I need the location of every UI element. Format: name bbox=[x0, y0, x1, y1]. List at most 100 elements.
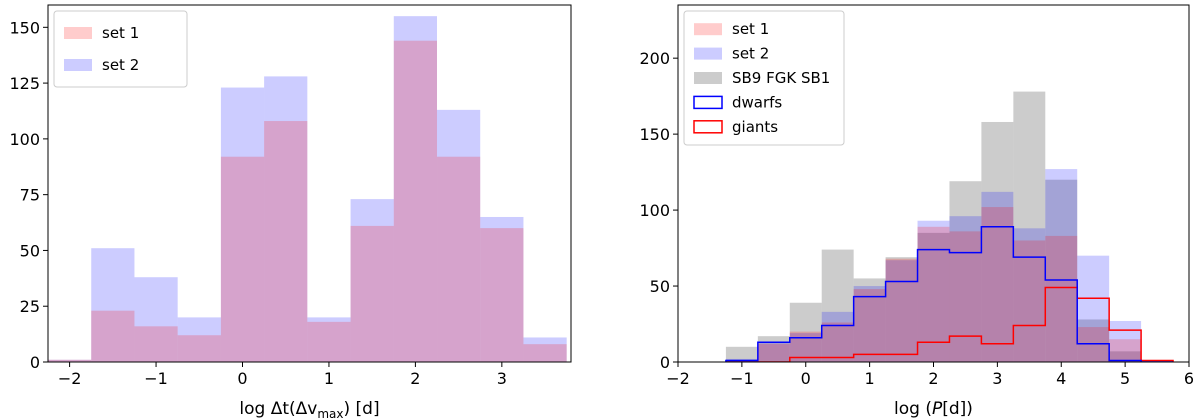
bar-set-2-13 bbox=[1141, 360, 1174, 362]
bar-set-1-1 bbox=[757, 343, 790, 362]
chart-panel-1: −2 −1 0 1 2 3 0 25 50 75 100 125 150 log Δt(Δvmax) [d… bbox=[9, 4, 572, 420]
bar-set-1-1 bbox=[91, 310, 135, 362]
x-tick-label-2: 0 bbox=[237, 369, 247, 388]
bar-set-1-11 bbox=[523, 344, 567, 362]
y-tick-label-3: 150 bbox=[639, 125, 670, 144]
legend-swatch-set-1 bbox=[64, 27, 92, 39]
bar-set-2-4 bbox=[220, 87, 265, 362]
step-line-giants bbox=[725, 286, 1174, 362]
legend-label-dwarfs: dwarfs bbox=[732, 93, 782, 111]
y-tick-label-3: 75 bbox=[20, 186, 40, 205]
legend: set 1 set 2 SB9 FGK SB1 dwarfs giants bbox=[683, 10, 845, 146]
y-tick-label-1: 25 bbox=[20, 297, 40, 316]
x-tick-label-8: 6 bbox=[1184, 369, 1194, 388]
bar-set-1-8 bbox=[981, 207, 1014, 362]
legend-swatch-sb9-fgk-sb1 bbox=[694, 72, 722, 84]
bar-sb9-fgk-sb1-4 bbox=[853, 278, 886, 362]
bar-set-2-1 bbox=[757, 342, 790, 362]
legend: set 1 set 2 bbox=[53, 10, 188, 88]
bar-set-1-4 bbox=[220, 156, 265, 362]
bar-set-2-10 bbox=[480, 216, 524, 362]
bar-set-2-7 bbox=[949, 216, 982, 362]
bar-set-2-2 bbox=[134, 277, 178, 362]
legend-label-set-1: set 1 bbox=[732, 20, 769, 38]
bar-set-1-9 bbox=[437, 156, 481, 362]
bar-set-2-3 bbox=[177, 317, 221, 362]
bar-sb9-fgk-sb1-2 bbox=[789, 302, 822, 362]
bar-set-2-5 bbox=[885, 260, 918, 362]
x-tick-label-4: 2 bbox=[928, 369, 938, 388]
bar-set-1-13 bbox=[1141, 360, 1174, 362]
series-giants bbox=[725, 286, 1174, 362]
legend-swatch-set-2 bbox=[694, 47, 722, 60]
x-tick-label-7: 5 bbox=[1120, 369, 1130, 388]
bar-set-1-12 bbox=[1109, 339, 1142, 362]
bar-set-1-2 bbox=[134, 326, 178, 362]
x-tick-label-0: −2 bbox=[666, 369, 690, 388]
series-set-1 bbox=[48, 40, 567, 362]
bar-set-2-5 bbox=[264, 76, 308, 362]
bar-set-1-9 bbox=[1013, 240, 1046, 362]
bar-set-2-6 bbox=[307, 317, 351, 362]
bar-set-2-8 bbox=[393, 16, 438, 362]
legend-swatch-dwarfs bbox=[693, 95, 723, 110]
x-tick-label-6: 4 bbox=[1056, 369, 1066, 388]
x-tick-label-1: −1 bbox=[730, 369, 754, 388]
series-sb9-fgk-sb1 bbox=[725, 91, 1142, 362]
legend-box bbox=[683, 10, 845, 146]
x-tick-label-2: 0 bbox=[801, 369, 811, 388]
bar-set-1-5 bbox=[264, 121, 308, 362]
bar-set-2-6 bbox=[917, 220, 950, 362]
bar-set-2-4 bbox=[853, 286, 886, 362]
bar-set-2-8 bbox=[981, 191, 1014, 362]
x-tick-label-0: −2 bbox=[58, 369, 82, 388]
bar-sb9-fgk-sb1-0 bbox=[725, 346, 758, 362]
bar-sb9-fgk-sb1-8 bbox=[981, 121, 1014, 362]
legend-label-set-2: set 2 bbox=[732, 45, 769, 63]
series-set-2 bbox=[725, 169, 1174, 362]
bar-set-1-6 bbox=[307, 321, 351, 362]
axes-frame bbox=[47, 4, 572, 363]
x-axis-label: log (P[d]) bbox=[894, 399, 973, 419]
bar-set-1-0 bbox=[48, 359, 92, 362]
bar-sb9-fgk-sb1-3 bbox=[821, 249, 854, 362]
bar-set-1-7 bbox=[949, 231, 982, 362]
y-tick-label-0: 0 bbox=[30, 353, 40, 372]
y-tick-label-2: 50 bbox=[20, 241, 40, 260]
bar-set-1-4 bbox=[853, 289, 886, 362]
bar-sb9-fgk-sb1-12 bbox=[1109, 351, 1142, 362]
y-tick-label-6: 150 bbox=[9, 18, 40, 37]
bar-sb9-fgk-sb1-5 bbox=[885, 257, 918, 362]
bar-set-1-3 bbox=[177, 335, 221, 362]
x-tick-label-5: 3 bbox=[497, 369, 507, 388]
y-tick-label-1: 50 bbox=[650, 277, 670, 296]
bar-set-1-7 bbox=[350, 225, 394, 362]
legend-label-giants: giants bbox=[732, 118, 778, 136]
y-tick-label-2: 100 bbox=[639, 201, 670, 220]
step-line-dwarfs bbox=[725, 226, 1174, 362]
bar-set-2-9 bbox=[437, 109, 481, 362]
bar-set-2-10 bbox=[1045, 169, 1078, 362]
bar-sb9-fgk-sb1-7 bbox=[949, 181, 982, 362]
y-tick-label-5: 125 bbox=[9, 74, 40, 93]
bar-set-2-12 bbox=[1109, 320, 1142, 362]
bar-sb9-fgk-sb1-6 bbox=[917, 232, 950, 362]
x-tick-label-1: −1 bbox=[144, 369, 168, 388]
x-tick-label-3: 1 bbox=[865, 369, 875, 388]
bar-sb9-fgk-sb1-11 bbox=[1077, 319, 1110, 362]
legend-box bbox=[53, 10, 188, 88]
x-tick-label-4: 2 bbox=[410, 369, 420, 388]
bar-set-2-11 bbox=[523, 337, 567, 362]
legend-label-set-2: set 2 bbox=[102, 56, 139, 74]
bar-set-2-0 bbox=[48, 359, 92, 362]
bar-set-1-0 bbox=[725, 360, 758, 362]
bar-set-1-10 bbox=[1045, 235, 1078, 362]
x-tick-label-3: 1 bbox=[324, 369, 334, 388]
bar-set-2-3 bbox=[821, 311, 854, 362]
plot-area bbox=[725, 91, 1174, 362]
bar-set-2-1 bbox=[91, 248, 135, 362]
series-dwarfs bbox=[725, 226, 1174, 362]
bar-set-1-3 bbox=[821, 322, 854, 362]
legend-swatch-set-2 bbox=[64, 59, 92, 71]
